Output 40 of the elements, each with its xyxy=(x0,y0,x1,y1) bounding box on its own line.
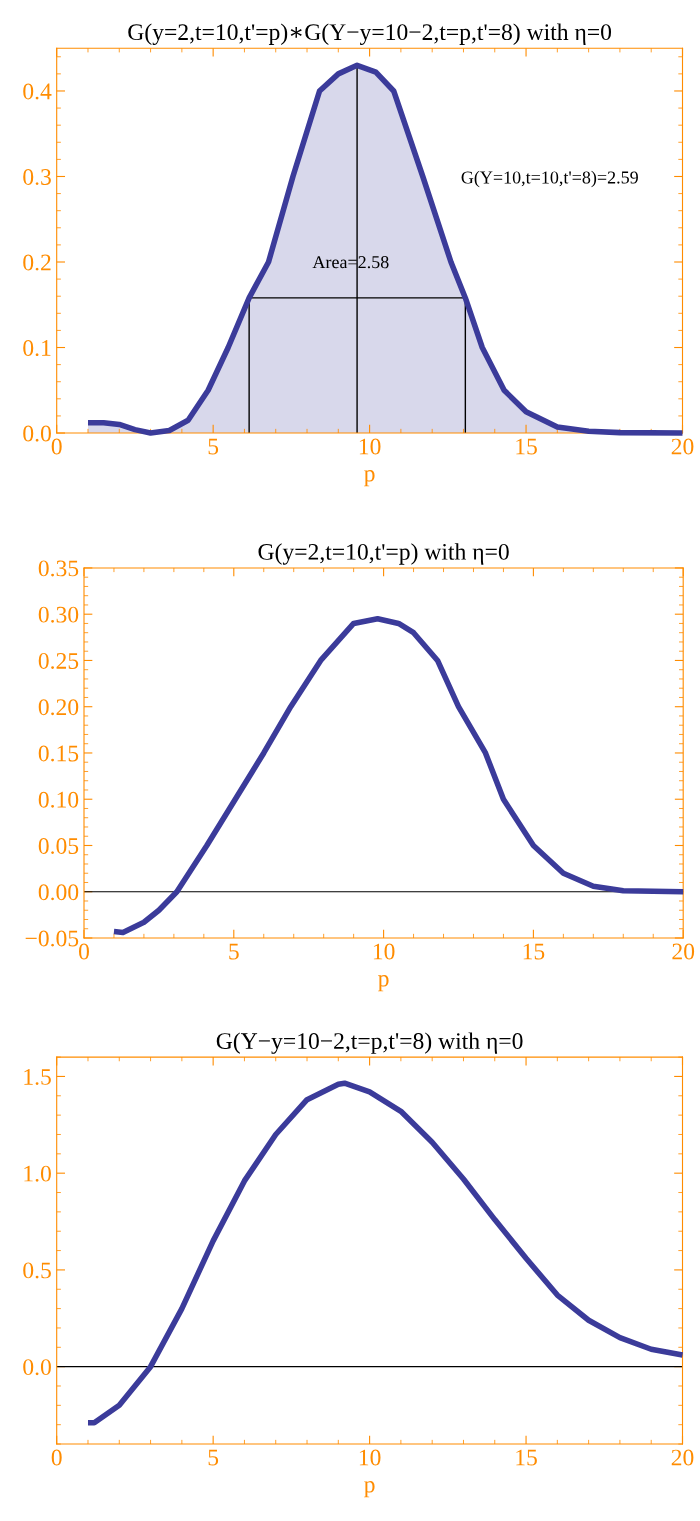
x-tick-label: 10 xyxy=(359,1449,381,1466)
y-tick-label: 0.20 xyxy=(38,699,79,716)
y-tick-label: 0.10 xyxy=(38,791,79,808)
x-tick-label: 10 xyxy=(373,943,395,960)
y-tick-label: 0.1 xyxy=(23,340,51,357)
y-tick-label: 0.4 xyxy=(23,83,52,100)
y-tick-label: 0.30 xyxy=(38,606,79,623)
y-tick-label: 0.25 xyxy=(38,652,79,669)
y-tick-label: 0.0 xyxy=(23,1359,51,1376)
chart-title: G(y=2,t=10,t'=p) with η=0 xyxy=(258,543,509,565)
y-tick-label: 0.05 xyxy=(38,837,79,855)
x-tick-label: 15 xyxy=(523,943,545,960)
y-tick-label: 0.5 xyxy=(23,1262,51,1279)
chart-title: G(y=2,t=10,t'=p)∗G(Y−y=10−2,t=p,t'=8) with η=0 xyxy=(128,23,612,45)
y-tick-label: 0.15 xyxy=(38,745,79,762)
y-tick-label: 0.3 xyxy=(23,168,51,186)
x-tick-label: 5 xyxy=(229,943,239,960)
x-tick-label: 15 xyxy=(516,438,537,455)
x-axis-title: p xyxy=(364,1481,375,1498)
x-tick-label: 20 xyxy=(671,438,694,455)
x-tick-label: 20 xyxy=(672,943,695,960)
y-tick-label: 1.0 xyxy=(24,1165,51,1182)
x-tick-label: 10 xyxy=(359,438,381,455)
x-axis-title: p xyxy=(378,975,389,992)
x-tick-label: 0 xyxy=(79,943,89,960)
y-tick-label: 0.35 xyxy=(38,560,79,577)
y-tick-label: −0.05 xyxy=(25,930,79,947)
annotation: G(Y=10,t=10,t'=8)=2.59 xyxy=(461,170,638,188)
x-tick-label: 5 xyxy=(208,1449,219,1466)
y-tick-label: 0.00 xyxy=(38,884,79,901)
x-axis-title: p xyxy=(364,470,375,487)
y-tick-label: 0.2 xyxy=(23,254,51,271)
chart-title: G(Y−y=10−2,t=p,t'=8) with η=0 xyxy=(216,1032,523,1054)
y-tick-label: 1.5 xyxy=(24,1069,51,1085)
x-tick-label: 0 xyxy=(51,438,62,455)
x-tick-label: 0 xyxy=(51,1449,62,1466)
x-tick-label: 15 xyxy=(516,1449,537,1466)
y-tick-label: 0.0 xyxy=(23,425,51,442)
x-tick-label: 5 xyxy=(208,438,219,455)
x-tick-label: 20 xyxy=(671,1449,694,1466)
